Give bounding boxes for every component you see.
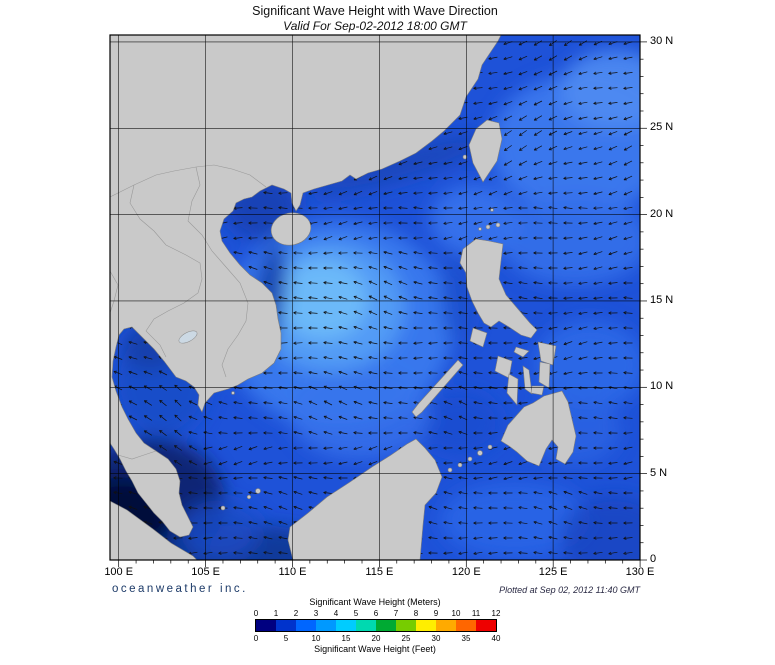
page-title: Significant Wave Height with Wave Direct… — [252, 4, 498, 18]
colorbar-segment — [376, 620, 396, 631]
legend-feet-ticks: 0 5 10 15 20 25 30 35 40 — [245, 634, 505, 644]
lon-label: 125 E — [538, 566, 568, 578]
land-palawan — [411, 359, 464, 418]
feet-tick-label: 25 — [401, 634, 411, 643]
country-borders — [110, 164, 267, 460]
meters-tick-label: 12 — [491, 609, 501, 618]
meters-tick-label: 11 — [471, 609, 481, 618]
meters-tick-label: 2 — [293, 609, 299, 618]
lat-label: 25 N — [650, 121, 674, 134]
legend-feet-title: Significant Wave Height (Feet) — [314, 644, 436, 654]
meters-tick-label: 8 — [413, 609, 419, 618]
land-mindoro — [469, 327, 488, 348]
meters-tick-label: 1 — [273, 609, 279, 618]
feet-tick-label: 5 — [283, 634, 289, 643]
meters-tick-label: 6 — [373, 609, 379, 618]
feet-tick-label: 20 — [371, 634, 381, 643]
colorbar-segment — [416, 620, 436, 631]
colorbar-segment — [256, 620, 276, 631]
land-taiwan — [468, 119, 503, 183]
lon-label: 115 E — [365, 566, 394, 578]
colorbar-segment — [296, 620, 316, 631]
feet-tick-label: 35 — [461, 634, 471, 643]
graticule — [110, 35, 640, 560]
colorbar-segment — [456, 620, 476, 631]
land-mainland-asia — [110, 35, 502, 538]
lat-label: 0 — [650, 553, 657, 565]
land-borneo — [287, 438, 443, 560]
land-leyte — [538, 361, 551, 389]
plotted-timestamp: Plotted at Sep 02, 2012 11:40 GMT — [499, 585, 640, 595]
land-sumatra — [110, 500, 198, 560]
small-islands — [220, 154, 501, 511]
land-masbate — [513, 346, 530, 358]
land-bohol — [530, 385, 545, 396]
meters-tick-label: 3 — [313, 609, 319, 618]
lon-label: 110 E — [278, 566, 307, 578]
feet-tick-label: 15 — [341, 634, 351, 643]
colorbar-segment — [396, 620, 416, 631]
meters-tick-label: 5 — [353, 609, 359, 618]
colorbar-segment — [476, 620, 496, 631]
lat-label: 5 N — [650, 466, 668, 479]
land-hainan — [270, 212, 312, 246]
colorbar-segment — [336, 620, 356, 631]
colorbar-segment — [436, 620, 456, 631]
colorbar-segment — [276, 620, 296, 631]
map-frame — [109, 34, 641, 561]
lat-label: 15 N — [650, 293, 674, 306]
lon-label: 100 E — [104, 566, 134, 578]
lat-label: 20 N — [650, 207, 674, 220]
colorbar-segment — [356, 620, 376, 631]
feet-tick-label: 0 — [253, 634, 259, 643]
meters-tick-label: 0 — [253, 609, 259, 618]
land-layer — [110, 35, 577, 560]
land-mindanao — [500, 390, 577, 467]
oceanweather-branding: oceanweather inc. — [112, 583, 248, 595]
meters-tick-label: 7 — [393, 609, 399, 618]
land-negros — [506, 373, 519, 406]
feet-tick-label: 30 — [431, 634, 441, 643]
meters-tick-label: 9 — [433, 609, 439, 618]
feet-tick-label: 40 — [491, 634, 501, 643]
feet-tick-label: 10 — [311, 634, 321, 643]
lat-label: 30 N — [650, 34, 674, 47]
meters-tick-label: 10 — [451, 609, 461, 618]
legend-meters-ticks: 0 1 2 3 4 5 6 7 8 9 10 11 12 — [245, 609, 505, 619]
lake-tonle-sap — [178, 330, 198, 344]
lon-label: 120 E — [451, 566, 481, 578]
lon-label: 105 E — [191, 566, 220, 578]
colorbar-segment — [316, 620, 336, 631]
map-plot — [109, 34, 647, 567]
legend-meters-title: Significant Wave Height (Meters) — [309, 597, 441, 607]
meters-tick-label: 4 — [333, 609, 339, 618]
lat-label: 10 N — [650, 380, 674, 393]
valid-time-subtitle: Valid For Sep-02-2012 18:00 GMT — [283, 19, 467, 33]
colorbar — [255, 619, 497, 632]
lon-label: 130 E — [625, 566, 655, 578]
